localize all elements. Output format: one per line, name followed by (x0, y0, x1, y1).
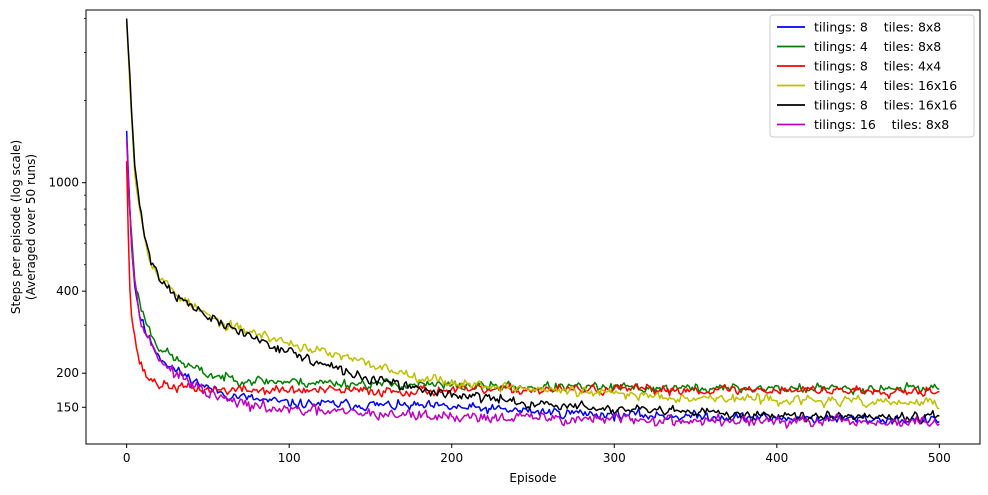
legend-label: tilings: 8 tiles: 16x16 (814, 98, 957, 113)
x-tick-label: 200 (440, 451, 463, 465)
x-tick-label: 400 (765, 451, 788, 465)
x-tick-label: 300 (603, 451, 626, 465)
y-axis: 150 200 400 1000 (48, 176, 86, 414)
y-tick-label: 150 (56, 400, 79, 414)
x-tick-label: 500 (928, 451, 951, 465)
y-tick-label: 200 (56, 366, 79, 380)
x-tick-label: 0 (123, 451, 131, 465)
legend-label: tilings: 4 tiles: 8x8 (814, 39, 941, 54)
y-axis-label-line1: Steps per episode (log scale) (9, 140, 23, 314)
series-line (125, 138, 940, 429)
legend: tilings: 8 tiles: 8x8 tilings: 4 tiles: 8… (769, 14, 975, 138)
legend-box (769, 14, 975, 138)
y-tick-label: 1000 (48, 176, 79, 190)
y-tick-label: 400 (56, 284, 79, 298)
x-tick-label: 100 (278, 451, 301, 465)
series-layer (125, 18, 940, 429)
x-axis-label: Episode (509, 471, 556, 485)
series-line (125, 18, 940, 424)
x-axis: 0 100 200 300 400 500 (123, 444, 951, 465)
legend-label: tilings: 16 tiles: 8x8 (814, 117, 949, 132)
legend-label: tilings: 8 tiles: 8x8 (814, 20, 941, 35)
y-axis-label-line2: (Averaged over 50 runs) (24, 154, 38, 300)
legend-label: tilings: 8 tiles: 4x4 (814, 59, 941, 74)
series-line (125, 21, 940, 410)
y-axis-minor-ticks (84, 18, 86, 326)
plot-frame (85, 9, 981, 445)
legend-label: tilings: 4 tiles: 16x16 (814, 78, 957, 93)
